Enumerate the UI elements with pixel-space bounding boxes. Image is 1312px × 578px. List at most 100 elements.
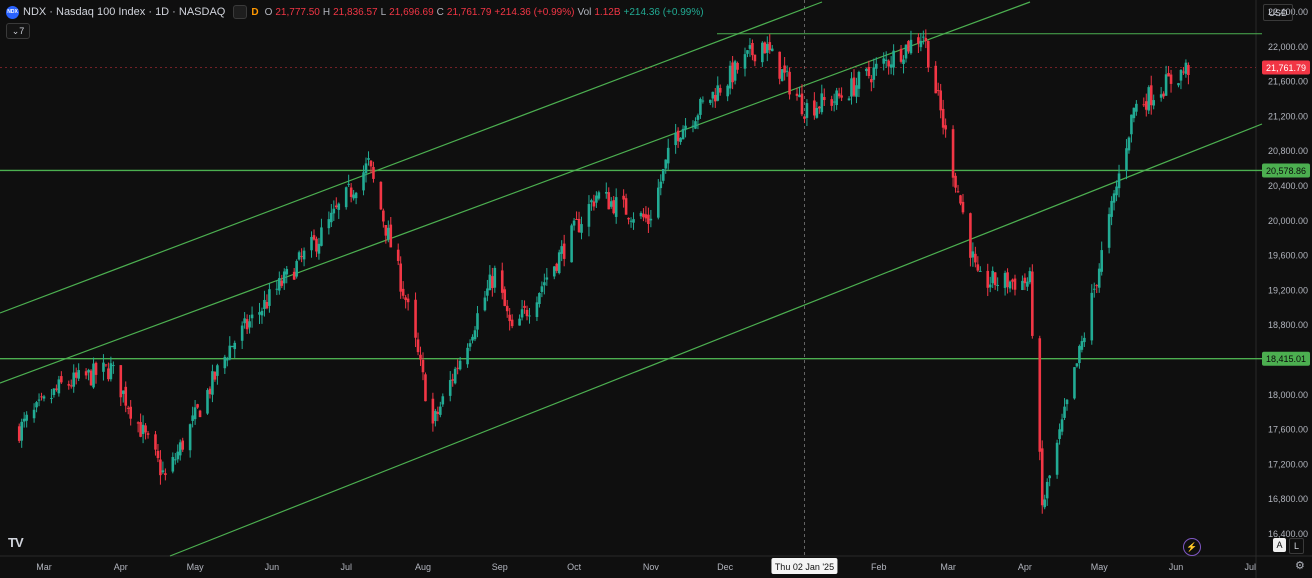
candle-body	[312, 235, 316, 240]
candle-body	[1182, 71, 1185, 73]
dividend-badge[interactable]: D	[251, 6, 259, 18]
candle-body	[1115, 186, 1118, 196]
candle-body	[401, 288, 405, 296]
x-tick-label: Apr	[1018, 562, 1032, 572]
candle-body	[543, 282, 546, 286]
candle-body	[421, 359, 425, 373]
candle-body	[788, 71, 791, 95]
tradingview-logo-icon[interactable]: TV	[8, 535, 24, 550]
candle-body	[500, 270, 504, 293]
candle-body	[795, 93, 799, 96]
symbol-title[interactable]: NDX · Nasdaq 100 Index · 1D · NASDAQ	[23, 6, 226, 18]
alert-icon[interactable]	[233, 5, 248, 19]
candle-body	[1152, 100, 1156, 106]
candle-body	[969, 213, 972, 258]
candle-body	[595, 195, 598, 203]
candle-body	[505, 305, 509, 312]
candle-body	[225, 359, 229, 361]
candle-body	[1078, 346, 1081, 364]
candle-body	[604, 192, 608, 194]
candle-body	[748, 45, 752, 49]
candle-body	[424, 374, 427, 402]
candle-body	[141, 424, 145, 435]
auto-scale-button[interactable]: A	[1273, 538, 1286, 552]
candle-body	[1149, 85, 1153, 106]
candle-body	[1058, 429, 1061, 439]
candle-body	[297, 252, 301, 260]
candle-body	[540, 286, 544, 292]
candle-body	[657, 187, 660, 218]
high-value: 21,836.57	[333, 6, 378, 18]
candle-body	[280, 280, 284, 286]
x-tick-label: May	[1091, 562, 1109, 572]
candle-body	[647, 214, 650, 225]
candle-body	[466, 347, 469, 365]
candle-body	[211, 371, 214, 395]
candle-body	[213, 371, 217, 380]
candle-body	[439, 406, 442, 415]
candle-body	[731, 62, 734, 83]
lightning-icon[interactable]: ⚡	[1183, 538, 1201, 556]
candle-body	[805, 103, 809, 118]
candle-body	[196, 404, 199, 408]
candle-body	[701, 100, 705, 102]
candle-body	[736, 63, 739, 70]
candle-body	[904, 44, 908, 59]
candle-body	[488, 274, 492, 291]
candle-body	[171, 457, 175, 472]
candle-body	[1008, 281, 1012, 289]
candle-body	[399, 263, 402, 292]
candle-body	[872, 67, 876, 80]
candle-body	[431, 398, 435, 424]
candle-body	[216, 365, 219, 376]
candle-body	[919, 40, 923, 48]
candle-body	[181, 440, 185, 450]
candle-body	[503, 289, 507, 306]
candle-body	[178, 442, 182, 456]
candle-body	[387, 227, 390, 240]
price-tag-box	[1262, 60, 1310, 75]
candle-body	[1043, 499, 1047, 508]
x-tick-label: Mar	[940, 562, 956, 572]
candle-body	[847, 98, 851, 101]
candle-body	[60, 376, 63, 383]
candle-body	[1162, 93, 1165, 97]
channel-line-upper	[0, 1, 823, 314]
candle-body	[580, 224, 583, 233]
candle-body	[250, 314, 254, 319]
candle-body	[87, 369, 90, 373]
candle-body	[535, 302, 539, 318]
currency-button[interactable]: USD	[1263, 4, 1293, 21]
candle-body	[798, 94, 801, 98]
candle-body	[456, 367, 459, 369]
candle-body	[867, 66, 871, 76]
candle-body	[414, 299, 417, 338]
candle-body	[959, 195, 962, 204]
candle-body	[855, 85, 858, 97]
candle-body	[1184, 62, 1188, 74]
candle-body	[364, 163, 368, 174]
candle-body	[545, 277, 549, 280]
gear-icon[interactable]: ⚙	[1295, 560, 1305, 572]
candle-body	[813, 100, 816, 116]
candle-body	[976, 264, 980, 271]
candle-body	[72, 372, 76, 387]
candle-body	[520, 309, 524, 318]
candle-body	[198, 410, 202, 418]
candle-body	[119, 365, 123, 398]
candle-body	[1075, 363, 1079, 367]
candle-body	[1132, 107, 1136, 119]
candle-body	[659, 181, 663, 189]
price-tag-label: 21,761.79	[1266, 63, 1306, 73]
candle-body	[751, 42, 754, 56]
candle-body	[483, 297, 487, 311]
candle-body	[865, 68, 868, 72]
log-scale-button[interactable]: L	[1289, 538, 1304, 554]
candle-body	[1179, 69, 1183, 81]
candle-body	[609, 201, 613, 207]
indicators-toggle-button[interactable]: ⌄ 7	[6, 23, 30, 39]
candle-body	[300, 256, 303, 258]
price-tag-label: 20,578.86	[1266, 166, 1306, 176]
candle-body	[265, 301, 269, 309]
